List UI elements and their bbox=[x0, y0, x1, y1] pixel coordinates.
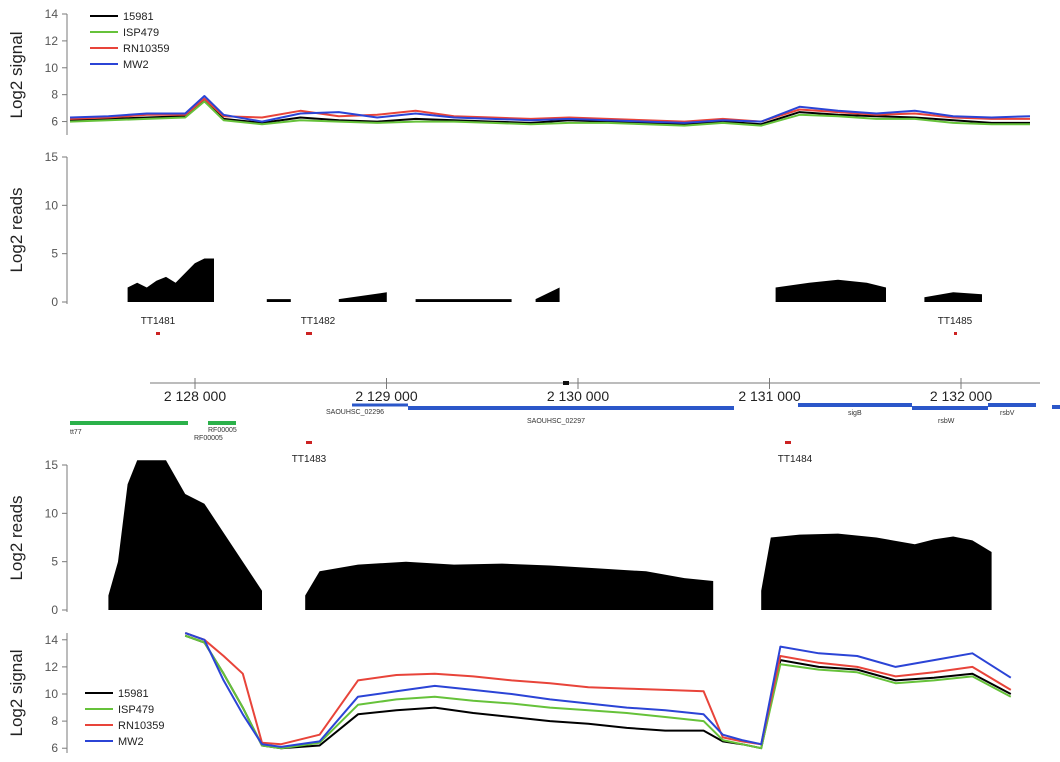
top-signal-tick-label: 10 bbox=[45, 61, 59, 75]
top-reads-coverage-segment bbox=[266, 299, 291, 302]
legend-bottom: 15981 ISP479 RN10359 MW2 bbox=[85, 688, 164, 748]
bottom-reads-tick-label: 0 bbox=[51, 603, 58, 617]
gene-label: rsbV bbox=[1000, 410, 1015, 417]
coordinate-axis-marker bbox=[563, 381, 569, 385]
top-signal-series-mw2 bbox=[69, 95, 1031, 124]
top-reads-coverage-segment bbox=[127, 258, 214, 302]
terminator-marker bbox=[156, 332, 160, 335]
terminator-marker bbox=[785, 441, 791, 444]
gene-label: rsbW bbox=[938, 418, 955, 425]
legend-top: 15981 ISP479 RN10359 MW2 bbox=[90, 11, 169, 71]
bottom-signal-panel: 6 8 10 12 14 Log2 signal 15981 ISP479 RN10359 M… bbox=[7, 632, 1012, 755]
bottom-signal-series-isp479 bbox=[184, 634, 1012, 750]
legend-top-label-mw2: MW2 bbox=[123, 59, 149, 71]
bottom-signal-tick-label: 10 bbox=[45, 687, 59, 701]
legend-bottom-label-15981: 15981 bbox=[118, 688, 149, 700]
terminator-marker bbox=[306, 441, 312, 444]
legend-top-label-15981: 15981 bbox=[123, 11, 154, 23]
bottom-reads-tick-label: 5 bbox=[51, 555, 58, 569]
top-reads-coverage-segment bbox=[924, 292, 982, 302]
bottom-signal-series-mw2 bbox=[184, 632, 1012, 748]
gene-label: SAOUHSC_02297 bbox=[527, 418, 585, 425]
bottom-signal-tick-label: 14 bbox=[45, 633, 59, 647]
top-signal-tick-label: 12 bbox=[45, 34, 59, 48]
terminator-label-tt1485: TT1485 bbox=[938, 316, 973, 327]
coordinate-tick-label: 2 129 000 bbox=[355, 388, 417, 404]
bottom-signal-ylabel: Log2 signal bbox=[7, 650, 26, 737]
legend-bottom-label-isp479: ISP479 bbox=[118, 704, 154, 716]
bottom-signal-series-15981 bbox=[184, 634, 1012, 750]
bottom-signal-series-rn10359 bbox=[184, 632, 1012, 746]
coordinate-tick-label: 2 131 000 bbox=[738, 388, 800, 404]
terminator-label-tt1484: TT1484 bbox=[778, 454, 813, 465]
top-reads-coverage-segment bbox=[775, 279, 886, 302]
gene-track: tt77 RF00005 RF00005 SAOUHSC_02296 SAOUH… bbox=[70, 403, 1060, 442]
legend-top-label-rn10359: RN10359 bbox=[123, 43, 169, 55]
top-reads-coverage-segment bbox=[415, 299, 512, 302]
top-signal-series-rn10359 bbox=[69, 97, 1030, 123]
coordinate-tick-label: 2 132 000 bbox=[930, 388, 992, 404]
top-reads-tick-label: 0 bbox=[51, 295, 58, 309]
bottom-reads-panel: 0 5 10 15 Log2 reads bbox=[7, 458, 992, 617]
legend-top-label-isp479: ISP479 bbox=[123, 27, 159, 39]
top-reads-panel: 0 5 10 15 Log2 reads bbox=[7, 150, 982, 309]
coordinate-tick-label: 2 128 000 bbox=[164, 388, 226, 404]
gene-label: tt77 bbox=[70, 429, 82, 436]
terminator-label-tt1482: TT1482 bbox=[301, 316, 336, 327]
gene-label: SAOUHSC_02296 bbox=[326, 409, 384, 416]
legend-bottom-label-mw2: MW2 bbox=[118, 736, 144, 748]
bottom-reads-coverage-segment bbox=[108, 460, 263, 610]
top-reads-coverage-segment bbox=[338, 292, 387, 302]
coordinate-axis: 2 128 000 2 129 000 2 130 000 2 131 000 2 13… bbox=[150, 378, 1040, 404]
gene-label: RF00005 bbox=[208, 427, 237, 434]
top-signal-tick-label: 14 bbox=[45, 7, 59, 21]
bottom-reads-coverage-segment bbox=[761, 533, 992, 610]
top-reads-coverage-segment bbox=[535, 287, 560, 302]
bottom-signal-tick-label: 8 bbox=[51, 714, 58, 728]
coordinate-tick-label: 2 130 000 bbox=[547, 388, 609, 404]
bottom-signal-tick-label: 12 bbox=[45, 660, 59, 674]
top-reads-tick-label: 10 bbox=[45, 198, 59, 212]
terminator-marker bbox=[954, 332, 957, 335]
bottom-reads-tick-label: 15 bbox=[45, 458, 59, 472]
top-signal-panel: 6 8 10 12 14 Log2 signal 15981 ISP479 RN10359 M… bbox=[7, 7, 1031, 135]
gene-label: sigB bbox=[848, 410, 862, 417]
top-signal-tick-label: 8 bbox=[51, 88, 58, 102]
gene-label: RF00005 bbox=[194, 435, 223, 442]
top-reads-tick-label: 5 bbox=[51, 247, 58, 261]
top-reads-ylabel: Log2 reads bbox=[7, 187, 26, 272]
terminator-label-tt1481: TT1481 bbox=[141, 316, 176, 327]
bottom-reads-ylabel: Log2 reads bbox=[7, 495, 26, 580]
top-signal-tick-label: 6 bbox=[51, 115, 58, 129]
bottom-reads-tick-label: 10 bbox=[45, 506, 59, 520]
terminator-label-tt1483: TT1483 bbox=[292, 454, 327, 465]
top-terminators: TT1481 TT1482 TT1485 bbox=[141, 316, 973, 335]
top-signal-series-isp479 bbox=[69, 100, 1030, 127]
terminator-marker bbox=[306, 332, 312, 335]
top-signal-ylabel: Log2 signal bbox=[7, 32, 26, 119]
legend-bottom-label-rn10359: RN10359 bbox=[118, 720, 164, 732]
bottom-reads-coverage-segment bbox=[305, 561, 714, 610]
top-reads-tick-label: 15 bbox=[45, 150, 59, 164]
bottom-signal-tick-label: 6 bbox=[51, 741, 58, 755]
bottom-terminators: TT1483 TT1484 bbox=[292, 441, 813, 465]
